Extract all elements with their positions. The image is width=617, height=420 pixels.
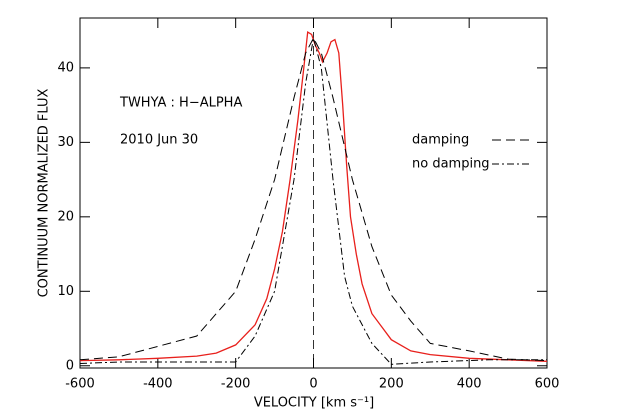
annotation: TWHYA : H−ALPHA [119,96,242,111]
y-tick-label: 30 [57,135,74,150]
y-tick-label: 40 [57,60,74,75]
annotation: 2010 Jun 30 [120,133,198,148]
x-tick-label: 400 [457,377,482,392]
y-tick-label: 20 [57,209,74,224]
series-line [79,37,548,362]
x-tick-label: 200 [379,377,404,392]
legend-label: no damping [412,157,490,172]
legend-label: damping [412,133,469,148]
x-tick-label: -600 [65,377,95,392]
y-tick-label: 0 [66,358,74,373]
y-tick-label: 10 [57,284,74,299]
y-axis-label: CONTINUUM NORMALIZED FLUX [37,88,52,297]
x-tick-label: 0 [309,377,317,392]
x-axis-label: VELOCITY [km s⁻¹] [254,396,374,411]
x-tick-label: -200 [221,377,251,392]
x-tick-label: 600 [535,377,560,392]
series-line [79,31,548,362]
x-tick-label: -400 [143,377,173,392]
